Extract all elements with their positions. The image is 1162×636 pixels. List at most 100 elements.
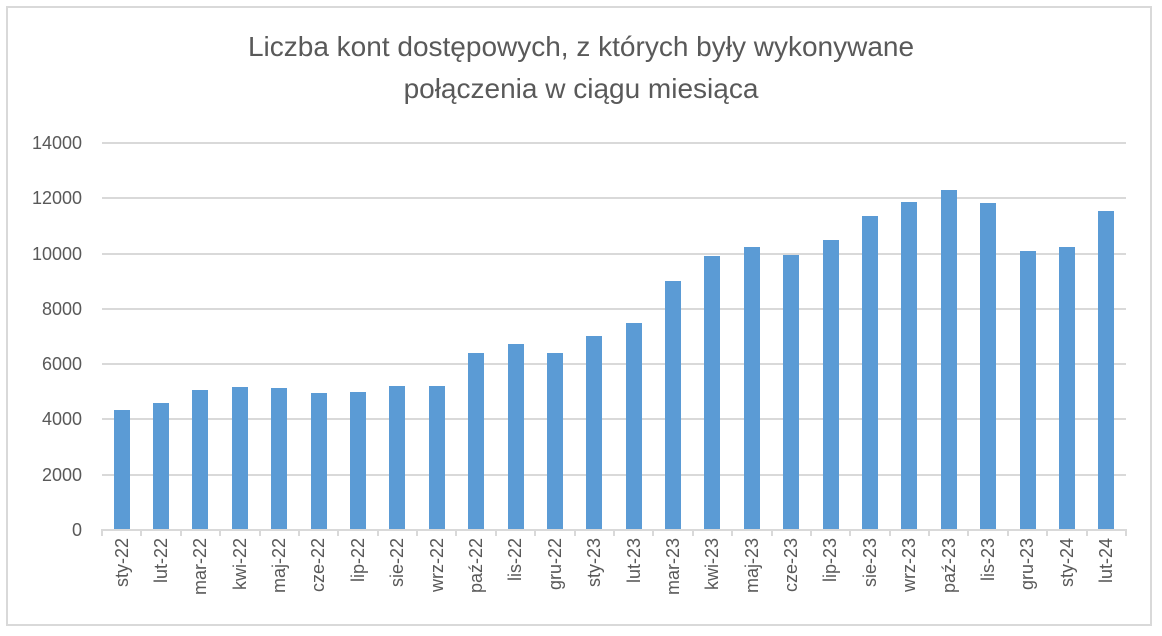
chart-title-line-1: Liczba kont dostępowych, z których były … — [247, 31, 915, 62]
x-tick-mark — [219, 529, 222, 536]
x-tick-label-wrap: lis-23 — [968, 538, 1007, 618]
x-tick-mark — [1046, 529, 1049, 536]
bar-gru-22 — [546, 353, 563, 530]
y-tick-label: 12000 — [31, 188, 82, 209]
x-tick-label: sty-23 — [584, 538, 605, 588]
x-tick-mark — [967, 529, 970, 536]
x-tick-label: sty-22 — [111, 538, 132, 588]
x-tick-mark — [1006, 529, 1009, 536]
bar-sty-22 — [113, 410, 130, 530]
x-tick-label-wrap: wrz-23 — [890, 538, 929, 618]
bar-sie-23 — [862, 215, 878, 530]
x-tick-label-wrap: lut-22 — [141, 538, 180, 618]
x-tick-mark — [770, 529, 773, 536]
bar-paź-23 — [940, 190, 957, 530]
bar-paź-22 — [468, 353, 485, 530]
x-tick-label-wrap: lut-23 — [614, 538, 653, 618]
x-tick-mark — [337, 529, 340, 536]
chart-title: Liczba kont dostępowych, z których były … — [0, 26, 1162, 110]
bar-kwi-23 — [704, 255, 721, 530]
x-tick-label-wrap: gru-23 — [1008, 538, 1047, 618]
bar-kwi-22 — [231, 387, 248, 530]
x-tick-label-wrap: paź-22 — [456, 538, 495, 618]
x-tick-label-wrap: mar-22 — [181, 538, 220, 618]
x-tick-label: sty-24 — [1056, 538, 1077, 588]
x-tick-mark — [928, 529, 931, 536]
x-tick-label-wrap: lip-23 — [811, 538, 850, 618]
x-tick-mark — [376, 529, 379, 536]
x-tick-label: cze-23 — [781, 538, 802, 593]
bar-cze-22 — [310, 392, 327, 530]
x-tick-label: lip-23 — [820, 538, 841, 583]
x-tick-label: wrz-23 — [899, 538, 920, 593]
plot-area — [102, 142, 1126, 530]
x-tick-mark — [613, 529, 615, 536]
x-tick-label: lis-22 — [505, 538, 526, 582]
bar-maj-23 — [743, 246, 760, 530]
x-tick-label-wrap: gru-22 — [535, 538, 574, 618]
bar-wrz-23 — [901, 202, 918, 530]
y-tick-label: 2000 — [41, 464, 82, 485]
gridline — [102, 197, 1126, 200]
x-tick-label: maj-23 — [741, 538, 762, 594]
bar-sty-24 — [1058, 246, 1075, 530]
x-tick-mark — [849, 529, 852, 536]
x-tick-label: lip-22 — [347, 538, 368, 583]
x-tick-label-wrap: kwi-22 — [220, 538, 259, 618]
x-tick-label: paź-22 — [465, 538, 486, 594]
x-tick-label-wrap: cze-22 — [299, 538, 338, 618]
x-tick-label-wrap: sie-22 — [378, 538, 417, 618]
x-tick-mark — [416, 529, 419, 536]
bar-lut-22 — [153, 402, 170, 530]
bar-sie-22 — [389, 385, 406, 530]
x-tick-label-wrap: sty-22 — [102, 538, 141, 618]
y-tick-label: 14000 — [31, 133, 82, 153]
bar-lis-22 — [507, 343, 524, 530]
x-tick-mark — [179, 529, 182, 536]
x-tick-mark — [691, 529, 694, 536]
x-tick-label-wrap: mar-23 — [653, 538, 692, 618]
x-tick-mark — [297, 529, 300, 536]
x-tick-label-wrap: sie-23 — [850, 538, 889, 618]
x-tick-label-wrap: wrz-22 — [417, 538, 456, 618]
bar-gru-23 — [1019, 251, 1036, 530]
bar-lut-23 — [625, 322, 642, 530]
x-tick-label: kwi-22 — [229, 538, 250, 591]
x-tick-label-wrap: lip-22 — [338, 538, 377, 618]
bar-maj-22 — [271, 387, 288, 530]
gridline — [102, 418, 1126, 421]
x-tick-mark — [140, 529, 143, 536]
x-tick-mark — [494, 529, 497, 536]
x-tick-label: lut-24 — [1096, 538, 1117, 584]
y-tick-label: 8000 — [41, 298, 82, 319]
x-tick-label: cze-22 — [308, 538, 329, 593]
x-tick-label: paź-23 — [938, 538, 959, 594]
bar-lip-23 — [822, 239, 839, 530]
x-tick-label: mar-22 — [190, 538, 211, 596]
x-tick-label: kwi-23 — [702, 538, 723, 591]
bar-lis-23 — [980, 203, 997, 530]
x-tick-label: mar-23 — [662, 538, 683, 596]
chart-title-line-2: połączenia w ciągu miesiąca — [403, 73, 759, 104]
x-tick-mark — [809, 529, 812, 536]
x-tick-label-wrap: sty-24 — [1047, 538, 1086, 618]
x-tick-label: gru-22 — [544, 538, 565, 591]
bar-wrz-22 — [428, 385, 445, 530]
x-tick-label: gru-23 — [1017, 538, 1038, 591]
x-tick-label: lut-22 — [150, 538, 171, 584]
x-tick-label: maj-22 — [269, 538, 290, 594]
gridline — [102, 307, 1126, 310]
x-tick-label: sie-23 — [859, 538, 880, 588]
y-tick-label: 6000 — [41, 354, 82, 375]
y-tick-label: 10000 — [31, 243, 82, 264]
bar-cze-23 — [783, 254, 800, 530]
bar-mar-22 — [192, 390, 209, 530]
x-tick-mark — [731, 529, 734, 536]
x-tick-label-wrap: lut-24 — [1087, 538, 1126, 618]
x-tick-mark — [101, 529, 103, 536]
x-tick-label-wrap: paź-23 — [929, 538, 968, 618]
bar-mar-23 — [665, 280, 682, 530]
x-tick-label: wrz-22 — [426, 538, 447, 593]
bar-lip-22 — [350, 392, 366, 530]
x-tick-label-wrap: maj-23 — [732, 538, 771, 618]
